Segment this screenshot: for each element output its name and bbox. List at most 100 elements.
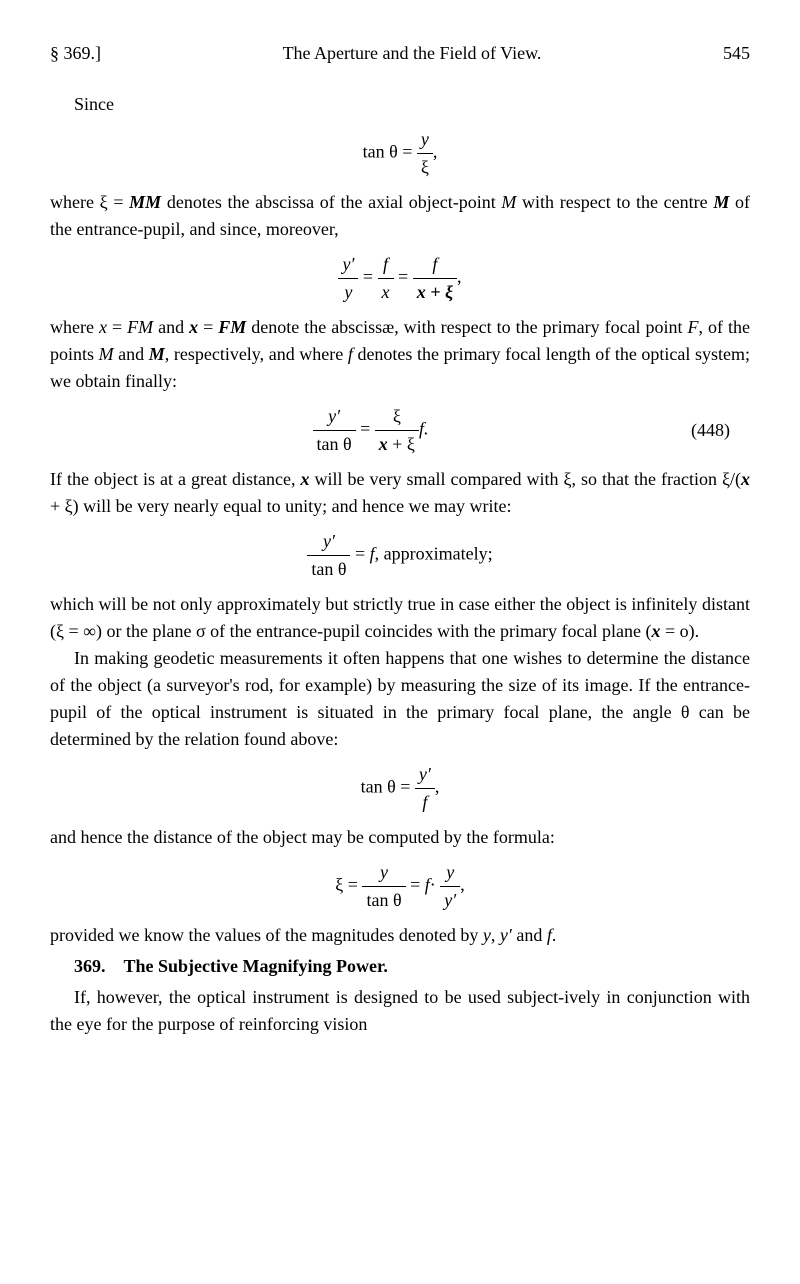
denominator: x + ξ — [375, 431, 419, 458]
text: = — [198, 317, 218, 337]
var-y: y — [483, 925, 491, 945]
fraction: y′ tan θ — [313, 403, 356, 458]
formula-tail: , — [433, 142, 438, 162]
paragraph-3: If the object is at a great distance, x … — [50, 466, 750, 520]
var-x-bold: x — [189, 317, 198, 337]
numerator: y′ — [415, 761, 435, 789]
numerator: f — [413, 251, 457, 279]
text: denote the abscissæ, with respect to the… — [246, 317, 687, 337]
chapter-title: The Aperture and the Field of View. — [283, 40, 542, 67]
text: with respect to the centre — [516, 192, 713, 212]
formula-lhs: ξ = — [335, 875, 358, 895]
dot: · — [430, 875, 436, 895]
equation-number: (448) — [691, 417, 750, 444]
var-yprime: y′ — [500, 925, 512, 945]
var-M-bold: M — [713, 192, 729, 212]
equals-sign: = — [402, 142, 412, 162]
text: and — [114, 344, 149, 364]
equals-sign: = — [355, 544, 370, 564]
text: will be very small compared with ξ, so t… — [309, 469, 741, 489]
var-f: f. — [419, 419, 429, 439]
var-M: M — [501, 192, 516, 212]
text: where ξ = — [50, 192, 129, 212]
var-M: M — [99, 344, 114, 364]
equals-sign: = — [398, 267, 408, 287]
text: , approximately; — [375, 544, 493, 564]
formula-tan-theta: tan θ = y ξ , — [50, 126, 750, 181]
denominator: x — [378, 279, 394, 306]
numerator: y — [417, 126, 433, 154]
text: denotes the abscissa of the axial object… — [161, 192, 501, 212]
paragraph-6: and hence the distance of the object may… — [50, 824, 750, 851]
fraction: y tan θ — [362, 859, 405, 914]
formula-content: y′ tan θ = ξ x + ξ f. — [50, 403, 691, 458]
denominator: y — [338, 279, 358, 306]
numerator: y′ — [338, 251, 358, 279]
paragraph-1: where ξ = MM denotes the abscissa of the… — [50, 189, 750, 243]
paragraph-2: where x = FM and x = FM denote the absci… — [50, 314, 750, 395]
fraction: ξ x + ξ — [375, 403, 419, 458]
text: and — [512, 925, 547, 945]
equals-sign: = — [400, 777, 410, 797]
formula-approx: y′ tan θ = f, approximately; — [50, 528, 750, 583]
fraction: y ξ — [417, 126, 433, 181]
formula-448: y′ tan θ = ξ x + ξ f. (448) — [50, 403, 750, 458]
numerator: y — [362, 859, 405, 887]
text: provided we know the values of the magni… — [50, 925, 483, 945]
text: , — [491, 925, 500, 945]
text: = — [107, 317, 127, 337]
fraction: y y′ — [440, 859, 460, 914]
fraction: y′ y — [338, 251, 358, 306]
var-M-bold: M — [149, 344, 165, 364]
denominator: ξ — [417, 154, 433, 181]
numerator: y′ — [307, 528, 350, 556]
formula-tail: , — [435, 777, 440, 797]
fraction: f x — [378, 251, 394, 306]
denominator: x + ξ — [413, 279, 457, 306]
text: . — [552, 925, 557, 945]
text: , respectively, and where — [165, 344, 348, 364]
denominator: tan θ — [362, 887, 405, 914]
text: where — [50, 317, 99, 337]
var-FM: FM — [127, 317, 153, 337]
formula-lhs: tan θ — [361, 777, 396, 797]
numerator: ξ — [375, 403, 419, 431]
var-x-bold: x — [741, 469, 750, 489]
den-x: x — [379, 434, 388, 454]
paragraph-4: which will be not only approximately but… — [50, 591, 750, 645]
var-x-bold: x — [652, 621, 661, 641]
formula-tail: , — [460, 875, 465, 895]
section-369-heading: 369. The Subjective Magnifying Power. — [50, 953, 750, 980]
section-title: The Subjective Magnifying Power. — [124, 956, 388, 976]
text: and — [153, 317, 189, 337]
var-F: F — [688, 317, 699, 337]
formula-ratio: y′ y = f x = f x + ξ , — [50, 251, 750, 306]
paragraph-7: provided we know the values of the magni… — [50, 922, 750, 949]
var-MM: MM — [129, 192, 161, 212]
text: which will be not only approximately but… — [50, 594, 750, 641]
page-number: 545 — [723, 40, 750, 67]
den-text: x + ξ — [417, 282, 453, 302]
den-xi: + ξ — [388, 434, 415, 454]
since-label: Since — [74, 91, 750, 118]
var-x: x — [99, 317, 107, 337]
formula-tail: , — [457, 267, 462, 287]
formula-lhs: tan θ — [363, 142, 398, 162]
numerator: y′ — [313, 403, 356, 431]
paragraph-5: In making geodetic measurements it often… — [50, 645, 750, 753]
section-number: 369. — [74, 956, 106, 976]
page-header: § 369.] The Aperture and the Field of Vi… — [50, 40, 750, 67]
formula-xi: ξ = y tan θ = f· y y′ , — [50, 859, 750, 914]
var-FM-bold: FM — [218, 317, 246, 337]
equals-sign: = — [363, 267, 373, 287]
equals-sign: = — [410, 875, 420, 895]
numerator: f — [378, 251, 394, 279]
denominator: f — [415, 789, 435, 816]
fraction: y′ tan θ — [307, 528, 350, 583]
fraction: y′ f — [415, 761, 435, 816]
section-reference: § 369.] — [50, 40, 101, 67]
formula-tan-theta-2: tan θ = y′ f , — [50, 761, 750, 816]
text: = o). — [661, 621, 700, 641]
numerator: y — [440, 859, 460, 887]
text: + ξ) will be very nearly equal to unity;… — [50, 496, 512, 516]
